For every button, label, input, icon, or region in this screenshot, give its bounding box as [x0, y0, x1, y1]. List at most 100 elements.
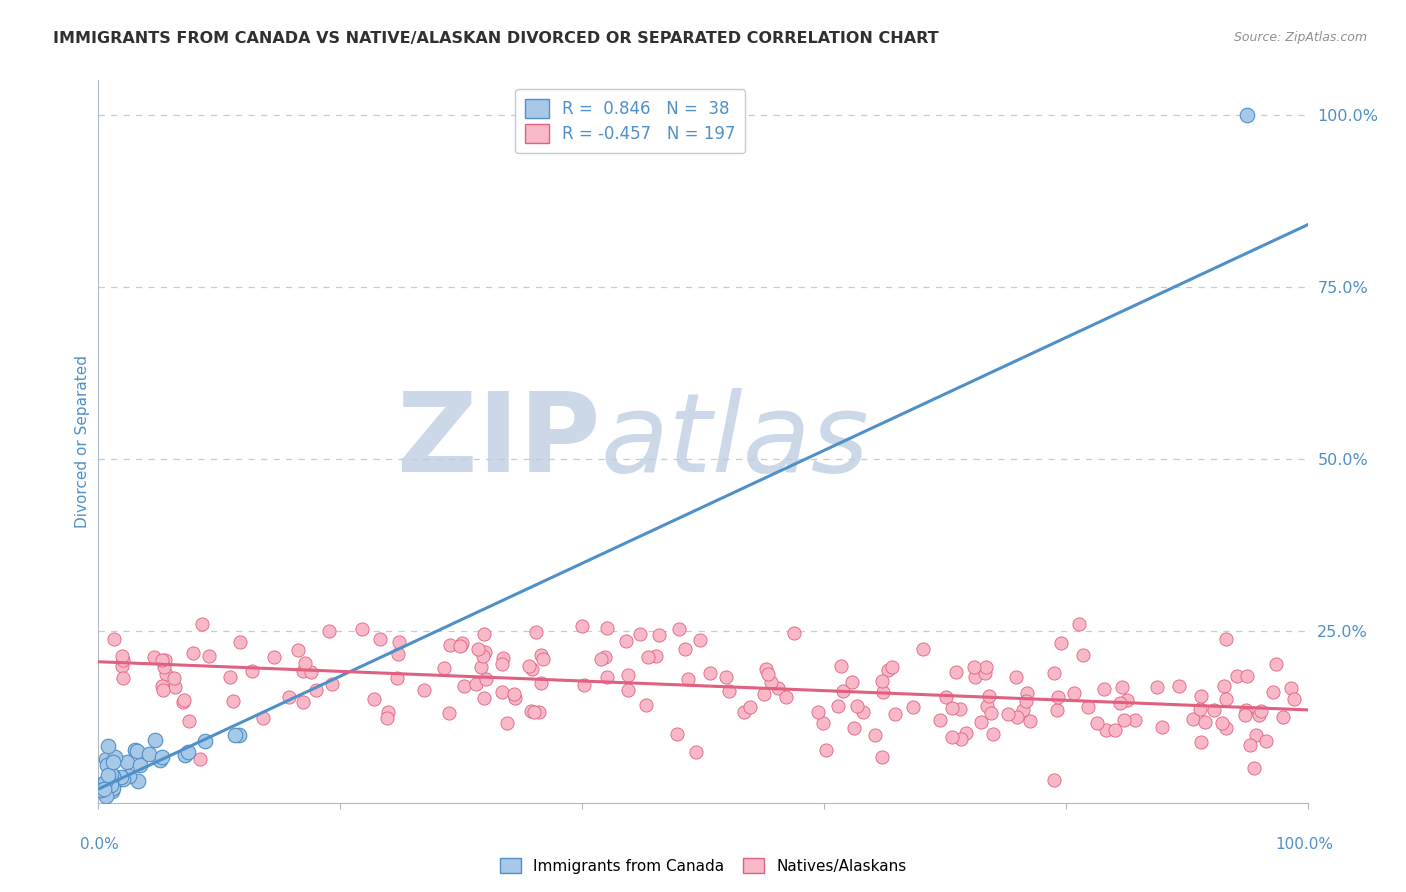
- Point: [321, 676, 343, 690]
- Point: [699, 666, 721, 681]
- Point: [172, 695, 194, 709]
- Point: [368, 632, 391, 647]
- Point: [941, 730, 963, 744]
- Point: [1077, 700, 1099, 714]
- Point: [1215, 632, 1237, 647]
- Point: [852, 705, 875, 719]
- Point: [142, 650, 165, 665]
- Point: [901, 700, 924, 714]
- Point: [291, 664, 314, 678]
- Point: [1256, 733, 1278, 747]
- Point: [449, 639, 471, 653]
- Point: [143, 732, 166, 747]
- Point: [198, 648, 221, 663]
- Point: [1046, 703, 1069, 717]
- Point: [530, 675, 553, 690]
- Point: [1050, 636, 1073, 650]
- Point: [1261, 685, 1284, 699]
- Point: [294, 657, 316, 671]
- Point: [941, 701, 963, 715]
- Point: [645, 648, 668, 663]
- Point: [714, 670, 737, 684]
- Point: [955, 726, 977, 740]
- Point: [1109, 696, 1132, 710]
- Text: Source: ZipAtlas.com: Source: ZipAtlas.com: [1233, 31, 1367, 45]
- Point: [388, 635, 411, 649]
- Point: [832, 684, 855, 698]
- Point: [252, 711, 274, 725]
- Point: [451, 636, 474, 650]
- Point: [733, 705, 755, 719]
- Point: [1005, 710, 1028, 724]
- Point: [1043, 772, 1066, 787]
- Point: [531, 652, 554, 666]
- Point: [617, 668, 640, 682]
- Point: [350, 623, 373, 637]
- Point: [287, 642, 309, 657]
- Point: [974, 660, 997, 674]
- Point: [103, 776, 125, 790]
- Point: [1265, 657, 1288, 671]
- Point: [97, 739, 120, 753]
- Point: [756, 667, 779, 681]
- Point: [617, 683, 640, 698]
- Point: [472, 648, 495, 663]
- Text: IMMIGRANTS FROM CANADA VS NATIVE/ALASKAN DIVORCED OR SEPARATED CORRELATION CHART: IMMIGRANTS FROM CANADA VS NATIVE/ALASKAN…: [53, 31, 939, 46]
- Point: [1272, 710, 1295, 724]
- Point: [634, 698, 657, 713]
- Point: [165, 680, 187, 694]
- Point: [845, 699, 868, 714]
- Point: [637, 650, 659, 665]
- Point: [299, 665, 322, 680]
- Point: [96, 773, 118, 788]
- Point: [94, 752, 117, 766]
- Point: [1189, 690, 1212, 704]
- Point: [129, 757, 152, 772]
- Point: [224, 728, 246, 742]
- Point: [124, 742, 146, 756]
- Point: [174, 747, 197, 762]
- Point: [676, 673, 699, 687]
- Point: [1281, 681, 1303, 695]
- Point: [305, 682, 328, 697]
- Point: [1067, 616, 1090, 631]
- Point: [127, 774, 149, 789]
- Point: [433, 661, 456, 675]
- Point: [1150, 720, 1173, 734]
- Point: [491, 657, 513, 672]
- Point: [997, 707, 1019, 722]
- Point: [94, 789, 117, 803]
- Point: [439, 706, 461, 720]
- Point: [1104, 723, 1126, 738]
- Point: [911, 641, 934, 656]
- Point: [963, 670, 986, 684]
- Point: [529, 648, 551, 662]
- Point: [1239, 738, 1261, 752]
- Point: [929, 713, 952, 727]
- Point: [1019, 714, 1042, 728]
- Point: [291, 695, 314, 709]
- Point: [1005, 670, 1028, 684]
- Point: [96, 758, 118, 772]
- Point: [1094, 723, 1116, 738]
- Point: [152, 683, 174, 698]
- Point: [755, 662, 778, 676]
- Point: [1211, 716, 1233, 731]
- Point: [976, 699, 998, 714]
- Point: [827, 699, 849, 714]
- Point: [153, 660, 176, 674]
- Point: [1189, 702, 1212, 716]
- Point: [685, 745, 707, 759]
- Point: [945, 665, 967, 679]
- Point: [1182, 713, 1205, 727]
- Point: [1116, 693, 1139, 707]
- Point: [173, 693, 195, 707]
- Point: [152, 750, 174, 764]
- Point: [465, 677, 488, 691]
- Point: [883, 706, 905, 721]
- Point: [882, 659, 904, 673]
- Point: [754, 687, 776, 701]
- Point: [1015, 694, 1038, 708]
- Point: [981, 726, 1004, 740]
- Point: [863, 728, 886, 742]
